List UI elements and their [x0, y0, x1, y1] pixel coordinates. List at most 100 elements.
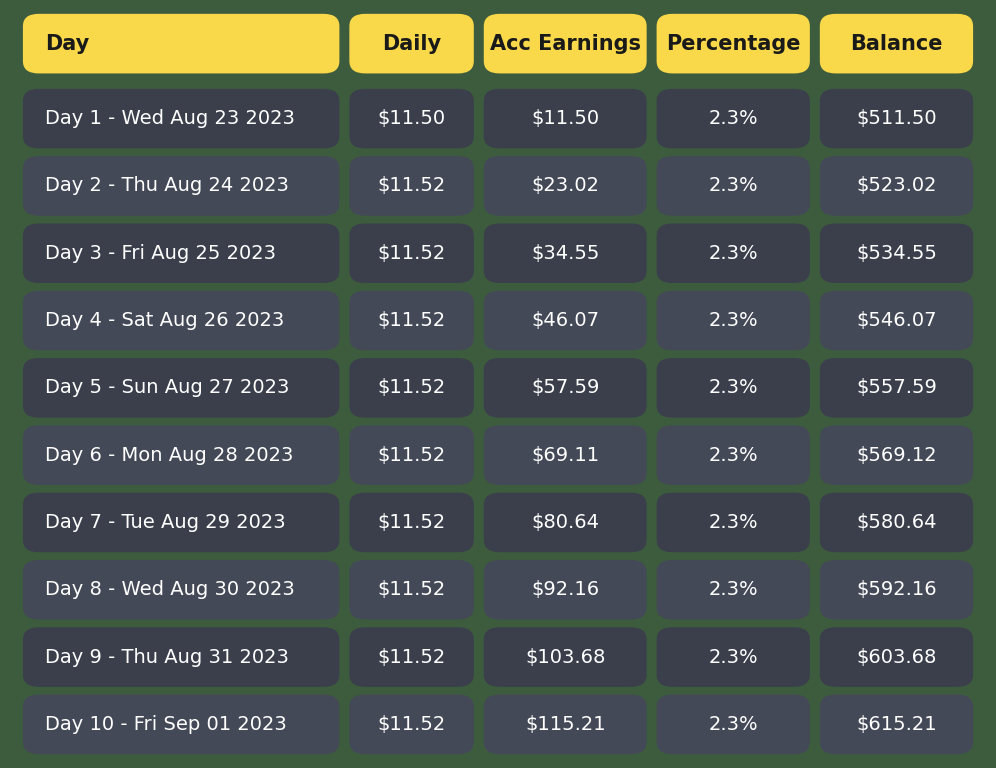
Text: Day: Day: [45, 34, 89, 54]
Text: Percentage: Percentage: [666, 34, 801, 54]
FancyBboxPatch shape: [484, 694, 646, 754]
FancyBboxPatch shape: [484, 560, 646, 620]
Text: $546.07: $546.07: [857, 311, 936, 330]
FancyBboxPatch shape: [23, 89, 340, 148]
Text: $46.07: $46.07: [531, 311, 600, 330]
Text: $11.52: $11.52: [377, 379, 446, 397]
Text: Day 6 - Mon Aug 28 2023: Day 6 - Mon Aug 28 2023: [45, 445, 293, 465]
Text: Balance: Balance: [851, 34, 942, 54]
FancyBboxPatch shape: [820, 694, 973, 754]
Text: 2.3%: 2.3%: [708, 109, 758, 128]
FancyBboxPatch shape: [484, 492, 646, 552]
Text: 2.3%: 2.3%: [708, 715, 758, 734]
FancyBboxPatch shape: [484, 156, 646, 216]
FancyBboxPatch shape: [350, 627, 474, 687]
Text: Acc Earnings: Acc Earnings: [490, 34, 640, 54]
Text: $557.59: $557.59: [856, 379, 937, 397]
FancyBboxPatch shape: [656, 492, 810, 552]
Text: $103.68: $103.68: [525, 647, 606, 667]
FancyBboxPatch shape: [820, 14, 973, 74]
FancyBboxPatch shape: [23, 14, 340, 74]
Text: 2.3%: 2.3%: [708, 177, 758, 195]
Text: $511.50: $511.50: [857, 109, 937, 128]
FancyBboxPatch shape: [23, 156, 340, 216]
FancyBboxPatch shape: [484, 627, 646, 687]
Text: $11.52: $11.52: [377, 311, 446, 330]
FancyBboxPatch shape: [23, 425, 340, 485]
Text: $80.64: $80.64: [531, 513, 600, 532]
FancyBboxPatch shape: [656, 291, 810, 350]
Text: $11.52: $11.52: [377, 243, 446, 263]
FancyBboxPatch shape: [820, 627, 973, 687]
FancyBboxPatch shape: [484, 291, 646, 350]
FancyBboxPatch shape: [656, 156, 810, 216]
Text: 2.3%: 2.3%: [708, 379, 758, 397]
Text: Day 8 - Wed Aug 30 2023: Day 8 - Wed Aug 30 2023: [45, 581, 295, 599]
Text: 2.3%: 2.3%: [708, 647, 758, 667]
FancyBboxPatch shape: [820, 89, 973, 148]
FancyBboxPatch shape: [656, 694, 810, 754]
Text: Day 1 - Wed Aug 23 2023: Day 1 - Wed Aug 23 2023: [45, 109, 295, 128]
FancyBboxPatch shape: [350, 358, 474, 418]
FancyBboxPatch shape: [350, 156, 474, 216]
Text: $92.16: $92.16: [531, 581, 600, 599]
FancyBboxPatch shape: [23, 694, 340, 754]
FancyBboxPatch shape: [656, 425, 810, 485]
FancyBboxPatch shape: [23, 560, 340, 620]
Text: $11.50: $11.50: [531, 109, 600, 128]
FancyBboxPatch shape: [656, 358, 810, 418]
FancyBboxPatch shape: [350, 425, 474, 485]
FancyBboxPatch shape: [350, 492, 474, 552]
Text: $57.59: $57.59: [531, 379, 600, 397]
FancyBboxPatch shape: [484, 358, 646, 418]
FancyBboxPatch shape: [23, 291, 340, 350]
FancyBboxPatch shape: [23, 358, 340, 418]
Text: $115.21: $115.21: [525, 715, 606, 734]
Text: $11.52: $11.52: [377, 177, 446, 195]
FancyBboxPatch shape: [23, 223, 340, 283]
Text: Day 3 - Fri Aug 25 2023: Day 3 - Fri Aug 25 2023: [45, 243, 276, 263]
Text: $23.02: $23.02: [531, 177, 600, 195]
Text: Day 7 - Tue Aug 29 2023: Day 7 - Tue Aug 29 2023: [45, 513, 286, 532]
Text: $11.52: $11.52: [377, 513, 446, 532]
Text: $580.64: $580.64: [857, 513, 936, 532]
FancyBboxPatch shape: [23, 627, 340, 687]
Text: 2.3%: 2.3%: [708, 445, 758, 465]
FancyBboxPatch shape: [820, 492, 973, 552]
Text: 2.3%: 2.3%: [708, 513, 758, 532]
FancyBboxPatch shape: [656, 223, 810, 283]
Text: 2.3%: 2.3%: [708, 243, 758, 263]
FancyBboxPatch shape: [350, 223, 474, 283]
FancyBboxPatch shape: [350, 14, 474, 74]
FancyBboxPatch shape: [350, 560, 474, 620]
Text: $11.52: $11.52: [377, 581, 446, 599]
FancyBboxPatch shape: [820, 425, 973, 485]
FancyBboxPatch shape: [484, 223, 646, 283]
Text: Daily: Daily: [382, 34, 441, 54]
Text: Day 4 - Sat Aug 26 2023: Day 4 - Sat Aug 26 2023: [45, 311, 284, 330]
FancyBboxPatch shape: [820, 358, 973, 418]
Text: $603.68: $603.68: [857, 647, 936, 667]
FancyBboxPatch shape: [350, 694, 474, 754]
Text: $534.55: $534.55: [856, 243, 937, 263]
FancyBboxPatch shape: [656, 14, 810, 74]
Text: $615.21: $615.21: [857, 715, 937, 734]
FancyBboxPatch shape: [820, 291, 973, 350]
FancyBboxPatch shape: [23, 492, 340, 552]
FancyBboxPatch shape: [820, 156, 973, 216]
FancyBboxPatch shape: [820, 223, 973, 283]
FancyBboxPatch shape: [656, 627, 810, 687]
FancyBboxPatch shape: [820, 560, 973, 620]
Text: $11.52: $11.52: [377, 647, 446, 667]
Text: Day 2 - Thu Aug 24 2023: Day 2 - Thu Aug 24 2023: [45, 177, 289, 195]
Text: $11.50: $11.50: [377, 109, 445, 128]
FancyBboxPatch shape: [484, 425, 646, 485]
Text: $592.16: $592.16: [857, 581, 937, 599]
Text: $34.55: $34.55: [531, 243, 600, 263]
Text: $11.52: $11.52: [377, 445, 446, 465]
FancyBboxPatch shape: [656, 560, 810, 620]
FancyBboxPatch shape: [350, 89, 474, 148]
Text: $11.52: $11.52: [377, 715, 446, 734]
FancyBboxPatch shape: [484, 89, 646, 148]
FancyBboxPatch shape: [656, 89, 810, 148]
